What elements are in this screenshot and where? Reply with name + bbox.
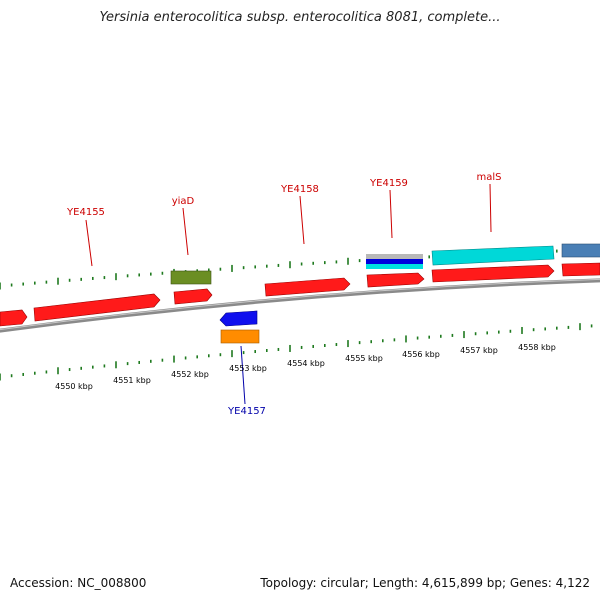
scale-labels: 4550 kbp 4551 kbp 4552 kbp 4553 kbp 4554… [55,343,556,391]
scale-label: 4558 kbp [518,343,556,352]
gene-label-yiad[interactable]: yiaD [172,196,195,207]
feature-boxes [170,243,600,285]
accession-text: Accession: NC_008800 [10,576,147,590]
gene-arrow-yiad[interactable] [173,288,213,305]
gene-arrow-mals[interactable] [431,264,555,283]
gene-label-ye4155[interactable]: YE4155 [66,207,105,218]
feature-box-ye4157-orange[interactable] [220,329,260,344]
gene-arrow-ye4158[interactable] [264,277,351,297]
gene-label-ye4159[interactable]: YE4159 [369,178,408,189]
feature-box-ye4159-cyan[interactable] [366,264,423,269]
scale-label: 4553 kbp [229,364,267,373]
gene-label-mals[interactable]: malS [477,172,502,183]
scale-label: 4557 kbp [460,346,498,355]
scale-label: 4552 kbp [171,370,209,379]
gene-arrow-ye4157[interactable] [219,310,258,327]
lower-tick-ring [0,323,593,381]
leader-yiad [182,207,189,256]
gene-arrow-ye4159[interactable] [366,272,425,288]
leader-ye4157 [240,345,246,405]
genome-backbone [0,278,600,333]
feature-box-ye4159-gray[interactable] [366,254,423,260]
feature-box-mals-cyan[interactable] [431,245,555,266]
gene-labels: YE4155 yiaD YE4158 YE4159 malS YE4157 [66,172,501,417]
gene-arrow-ye4155[interactable] [33,293,161,322]
map-title: Yersinia enterocolitica subsp. enterocol… [99,10,501,25]
leader-mals [489,183,492,233]
gene-arrow-left-edge[interactable] [0,309,28,327]
forward-genes [0,262,600,327]
feature-box-yiad-olive[interactable] [170,270,212,285]
reverse-genes [219,310,260,344]
scale-label: 4556 kbp [402,350,440,359]
gene-arrow-right-edge[interactable] [561,262,600,277]
leader-ye4159 [389,189,393,239]
leader-ye4158 [299,195,305,245]
scale-label: 4551 kbp [113,376,151,385]
feature-box-ye4159-blue[interactable] [366,259,423,264]
scale-label: 4550 kbp [55,382,93,391]
leader-ye4155 [85,219,93,267]
genome-backbone-highlight [0,278,600,331]
gene-leader-lines [85,183,492,405]
scale-label: 4555 kbp [345,354,383,363]
gene-label-ye4158[interactable]: YE4158 [280,184,319,195]
topology-text: Topology: circular; Length: 4,615,899 bp… [260,576,590,590]
feature-box-right-steel[interactable] [561,243,600,258]
gene-label-ye4157[interactable]: YE4157 [227,406,266,417]
scale-label: 4554 kbp [287,359,325,368]
